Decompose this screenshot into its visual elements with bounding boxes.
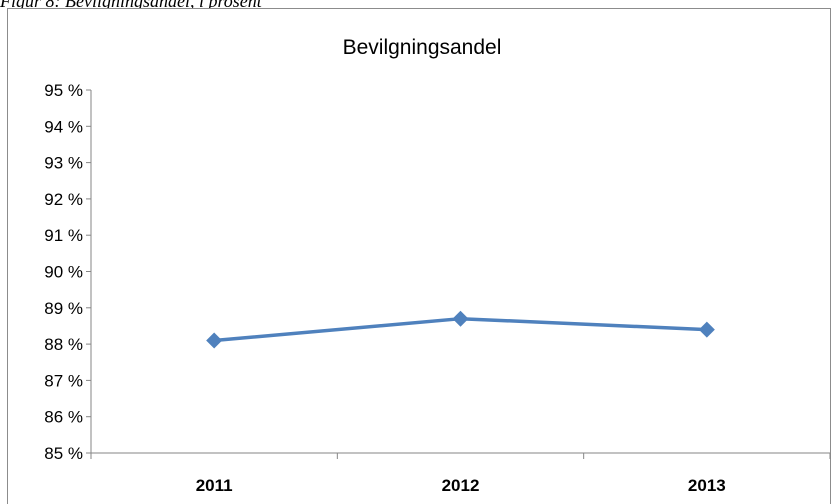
data-point-marker (452, 310, 469, 327)
x-axis: 2011 2012 2013 (90, 452, 831, 495)
figure-caption: Figur 8: Bevilgningsandel, i prosent (0, 0, 262, 11)
x-tick-label: 2013 (688, 476, 726, 495)
y-tick-label: 91 % (44, 226, 83, 245)
chart-frame (7, 8, 831, 504)
y-tick-label: 87 % (44, 371, 83, 390)
y-tick-label: 89 % (44, 299, 83, 318)
x-tick-label: 2011 (196, 476, 233, 495)
y-tick-label: 94 % (44, 117, 83, 136)
data-point-marker (698, 321, 715, 338)
data-point-marker (206, 332, 223, 349)
y-tick-label: 88 % (44, 335, 83, 354)
y-tick-label: 92 % (44, 190, 83, 209)
x-tick-label: 2012 (442, 476, 480, 495)
y-tick-label: 90 % (44, 263, 83, 282)
chart-title: Bevilgningsandel (343, 36, 502, 59)
y-tick-label: 86 % (44, 408, 83, 427)
y-axis: 85 % 86 % 87 % 88 % 89 % 90 % 91 % 92 % 93 % 94 %… (44, 81, 92, 463)
y-tick-label: 93 % (44, 154, 83, 173)
plot-area (206, 310, 715, 349)
y-tick-label: 85 % (44, 444, 83, 463)
y-tick-label: 95 % (44, 81, 83, 100)
